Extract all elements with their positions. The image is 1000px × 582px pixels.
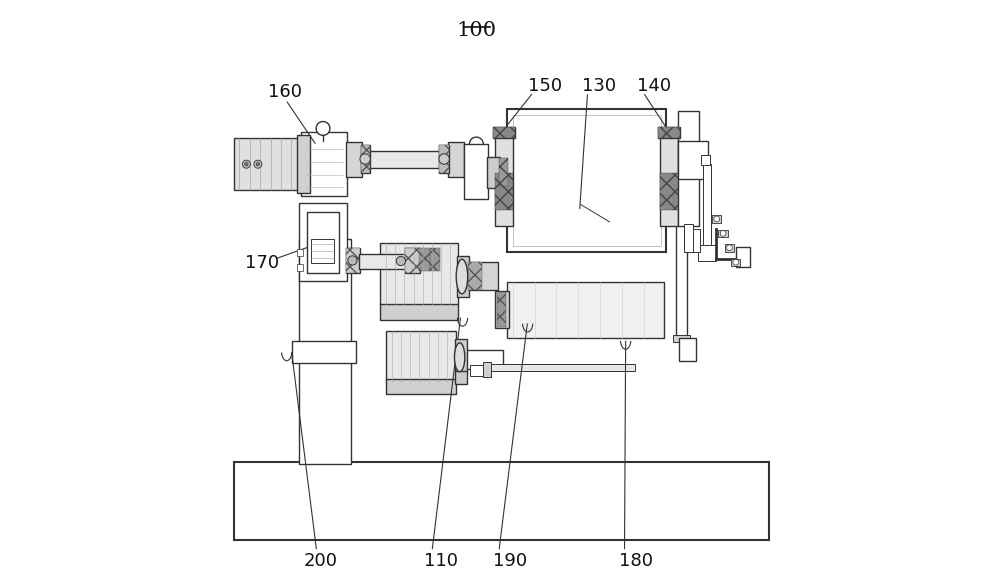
Bar — [448, 142, 464, 177]
Bar — [736, 247, 750, 267]
Bar — [495, 173, 513, 210]
Bar — [693, 229, 700, 252]
Bar — [491, 364, 635, 371]
Text: 190: 190 — [493, 552, 527, 570]
Bar — [380, 304, 458, 320]
Bar — [507, 109, 666, 252]
Bar — [405, 249, 420, 272]
Bar — [292, 341, 356, 363]
Bar — [346, 249, 360, 272]
Bar — [299, 239, 351, 464]
Bar — [234, 462, 769, 540]
Text: 200: 200 — [304, 552, 338, 570]
Bar — [301, 133, 347, 196]
Bar — [658, 127, 680, 139]
Bar — [405, 249, 420, 272]
Text: 160: 160 — [268, 83, 302, 101]
Circle shape — [714, 216, 720, 222]
Bar — [346, 142, 362, 177]
Text: 100: 100 — [457, 21, 497, 40]
Bar — [701, 155, 710, 165]
Bar — [673, 335, 690, 342]
Bar — [718, 230, 728, 237]
Bar — [499, 158, 508, 186]
Bar — [439, 145, 449, 173]
Bar — [684, 224, 693, 252]
Circle shape — [242, 160, 250, 168]
Bar — [495, 291, 509, 328]
Circle shape — [256, 162, 260, 166]
Circle shape — [360, 154, 370, 164]
Bar — [468, 262, 498, 290]
Bar — [386, 379, 456, 393]
Text: 140: 140 — [637, 77, 671, 95]
Bar — [703, 164, 711, 248]
Bar — [725, 244, 734, 252]
Bar — [660, 173, 678, 210]
Bar — [483, 363, 491, 378]
Ellipse shape — [456, 260, 468, 294]
Bar — [497, 292, 506, 327]
Circle shape — [727, 245, 732, 251]
Bar — [487, 157, 500, 189]
Bar — [380, 243, 458, 306]
Bar — [419, 249, 430, 271]
Bar — [455, 339, 467, 373]
Bar — [359, 254, 407, 269]
Bar — [676, 223, 687, 338]
Bar — [346, 249, 360, 272]
Bar — [455, 371, 467, 384]
Bar — [679, 338, 696, 361]
Bar — [234, 139, 300, 190]
Bar — [712, 215, 721, 223]
Bar — [464, 144, 488, 199]
Bar — [698, 245, 716, 261]
Bar — [731, 259, 740, 266]
Bar — [468, 262, 482, 290]
Bar — [513, 115, 661, 246]
Bar — [369, 151, 441, 168]
Bar — [457, 257, 469, 297]
Bar — [495, 136, 513, 226]
Circle shape — [439, 154, 449, 164]
Circle shape — [316, 122, 330, 136]
Bar — [464, 350, 503, 369]
Bar — [660, 136, 678, 226]
Circle shape — [348, 256, 357, 265]
Bar — [297, 250, 303, 257]
Bar — [299, 203, 347, 281]
Bar — [658, 127, 680, 139]
Bar — [361, 145, 370, 173]
Bar — [297, 136, 310, 193]
Bar — [678, 141, 708, 179]
Bar — [507, 282, 664, 338]
Text: 110: 110 — [424, 552, 458, 570]
Circle shape — [396, 257, 405, 265]
Bar — [386, 331, 456, 382]
Text: 180: 180 — [619, 552, 653, 570]
Bar — [361, 145, 370, 173]
Circle shape — [720, 230, 726, 236]
Ellipse shape — [454, 343, 465, 372]
Text: 170: 170 — [245, 254, 279, 272]
Bar — [297, 264, 303, 271]
Bar — [430, 249, 440, 271]
Bar — [470, 365, 483, 377]
Bar — [311, 239, 334, 263]
Bar — [439, 145, 449, 173]
Text: 150: 150 — [528, 77, 562, 95]
Bar — [307, 212, 339, 272]
Circle shape — [733, 260, 739, 265]
Text: 130: 130 — [582, 77, 616, 95]
Circle shape — [245, 162, 248, 166]
Bar — [493, 127, 515, 139]
Bar — [493, 127, 515, 139]
Bar — [678, 111, 699, 226]
Circle shape — [254, 160, 262, 168]
